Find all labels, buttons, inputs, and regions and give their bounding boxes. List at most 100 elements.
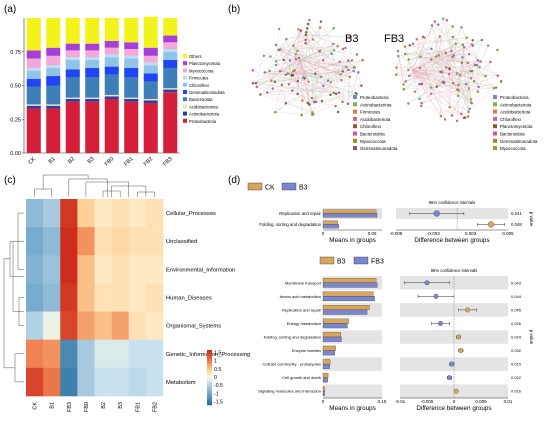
legend-label: Proteobacteria bbox=[500, 95, 529, 100]
heatmap-cell bbox=[43, 255, 60, 283]
bar-segment bbox=[144, 100, 158, 103]
network-node bbox=[402, 83, 404, 85]
dendrogram-branch bbox=[69, 179, 108, 197]
network-node bbox=[430, 58, 432, 60]
heatmap-cell bbox=[129, 312, 146, 340]
network-node bbox=[477, 91, 479, 93]
diff-tick-label: 0.005 bbox=[502, 231, 514, 236]
scale-segment bbox=[207, 361, 212, 363]
network-node bbox=[300, 114, 302, 116]
scale-segment bbox=[207, 379, 212, 381]
network-node bbox=[461, 56, 463, 58]
heatmap-cell bbox=[60, 199, 77, 227]
network-node bbox=[311, 111, 313, 113]
network-node bbox=[397, 50, 399, 52]
bar-segment bbox=[144, 103, 158, 153]
heatmap-col-label: FB0 bbox=[84, 402, 90, 412]
bar-segment bbox=[66, 18, 80, 44]
network-node bbox=[479, 61, 481, 63]
network-node bbox=[456, 120, 458, 122]
heatmap-cell bbox=[146, 227, 163, 255]
heatmap-cell bbox=[77, 199, 94, 227]
bar-segment bbox=[85, 18, 99, 44]
bar-segment bbox=[163, 49, 177, 52]
bar-segment bbox=[66, 77, 80, 97]
heatmap-cell bbox=[77, 283, 94, 311]
network-node bbox=[351, 59, 353, 61]
bar-segment bbox=[85, 60, 99, 68]
legend-label: Planctomycetota bbox=[189, 61, 221, 66]
legend-swatch bbox=[183, 68, 187, 72]
network-node bbox=[443, 82, 445, 84]
network-node bbox=[292, 45, 294, 47]
feature-label: Signaling molecules and interaction bbox=[258, 389, 321, 394]
network-node bbox=[266, 91, 268, 93]
network-title-right: FB3 bbox=[384, 33, 404, 45]
network-node bbox=[302, 76, 304, 78]
bar-segment bbox=[66, 69, 80, 77]
heatmap-cell bbox=[112, 312, 129, 340]
heatmap-cell bbox=[146, 255, 163, 283]
legend-swatch bbox=[183, 104, 187, 108]
network-edge bbox=[256, 56, 264, 83]
x-tick-label: FB0 bbox=[104, 156, 115, 167]
panel-label-c: (c) bbox=[4, 175, 16, 186]
network-node bbox=[354, 66, 356, 68]
bar-segment bbox=[66, 50, 80, 57]
network-node bbox=[274, 111, 276, 113]
network-node bbox=[295, 58, 297, 60]
legend-swatch bbox=[183, 54, 187, 58]
mean-bar-b bbox=[323, 351, 335, 356]
network-node bbox=[463, 117, 465, 119]
bar-segment bbox=[66, 98, 80, 99]
network-node bbox=[436, 86, 438, 88]
network-node bbox=[470, 102, 472, 104]
bar-segment bbox=[144, 73, 158, 81]
legend-swatch bbox=[493, 95, 497, 99]
heatmap-cell bbox=[112, 255, 129, 283]
network-node bbox=[307, 23, 309, 25]
bar-segment bbox=[85, 50, 99, 57]
bar-segment bbox=[66, 99, 80, 102]
network-node bbox=[281, 84, 283, 86]
p-value: 0.045 bbox=[511, 307, 522, 312]
diff-point bbox=[434, 211, 440, 217]
bar-segment bbox=[105, 75, 119, 95]
diff-point bbox=[454, 389, 459, 394]
network-node bbox=[478, 86, 480, 88]
network-node bbox=[344, 47, 346, 49]
heatmap-cell bbox=[60, 227, 77, 255]
legend-swatch bbox=[353, 132, 357, 136]
diff-axis-label: Difference between groups bbox=[416, 405, 491, 412]
legend-label: Bacteroidota bbox=[360, 132, 385, 137]
mean-bar-b bbox=[323, 378, 328, 383]
network-node bbox=[465, 83, 467, 85]
network-node bbox=[298, 57, 300, 59]
bar-segment bbox=[27, 104, 41, 105]
bar-segment bbox=[163, 36, 177, 43]
scale-segment bbox=[207, 401, 212, 403]
scale-tick-label: 0 bbox=[214, 375, 217, 381]
heatmap-cell bbox=[95, 340, 112, 368]
network-node bbox=[416, 38, 418, 40]
heatmap-cell bbox=[26, 368, 43, 396]
heatmap-cell bbox=[146, 340, 163, 368]
network-node bbox=[407, 102, 409, 104]
x-tick-label: FB2 bbox=[143, 156, 154, 167]
means-tick-label: 0.05 bbox=[368, 231, 377, 236]
bar-segment bbox=[66, 44, 80, 51]
means-tick-label: 0 bbox=[322, 399, 325, 404]
network-node bbox=[403, 88, 405, 90]
legend-swatch bbox=[183, 76, 187, 80]
bar-segment bbox=[163, 52, 177, 60]
means-tick-label: 0.15 bbox=[378, 399, 387, 404]
network-node bbox=[349, 76, 351, 78]
bar-segment bbox=[66, 102, 80, 153]
network-node bbox=[338, 92, 340, 94]
network-node bbox=[330, 81, 332, 83]
network-node bbox=[332, 43, 334, 45]
mean-bar-a bbox=[323, 332, 341, 337]
network-node bbox=[342, 48, 344, 50]
bar-segment bbox=[27, 108, 41, 153]
